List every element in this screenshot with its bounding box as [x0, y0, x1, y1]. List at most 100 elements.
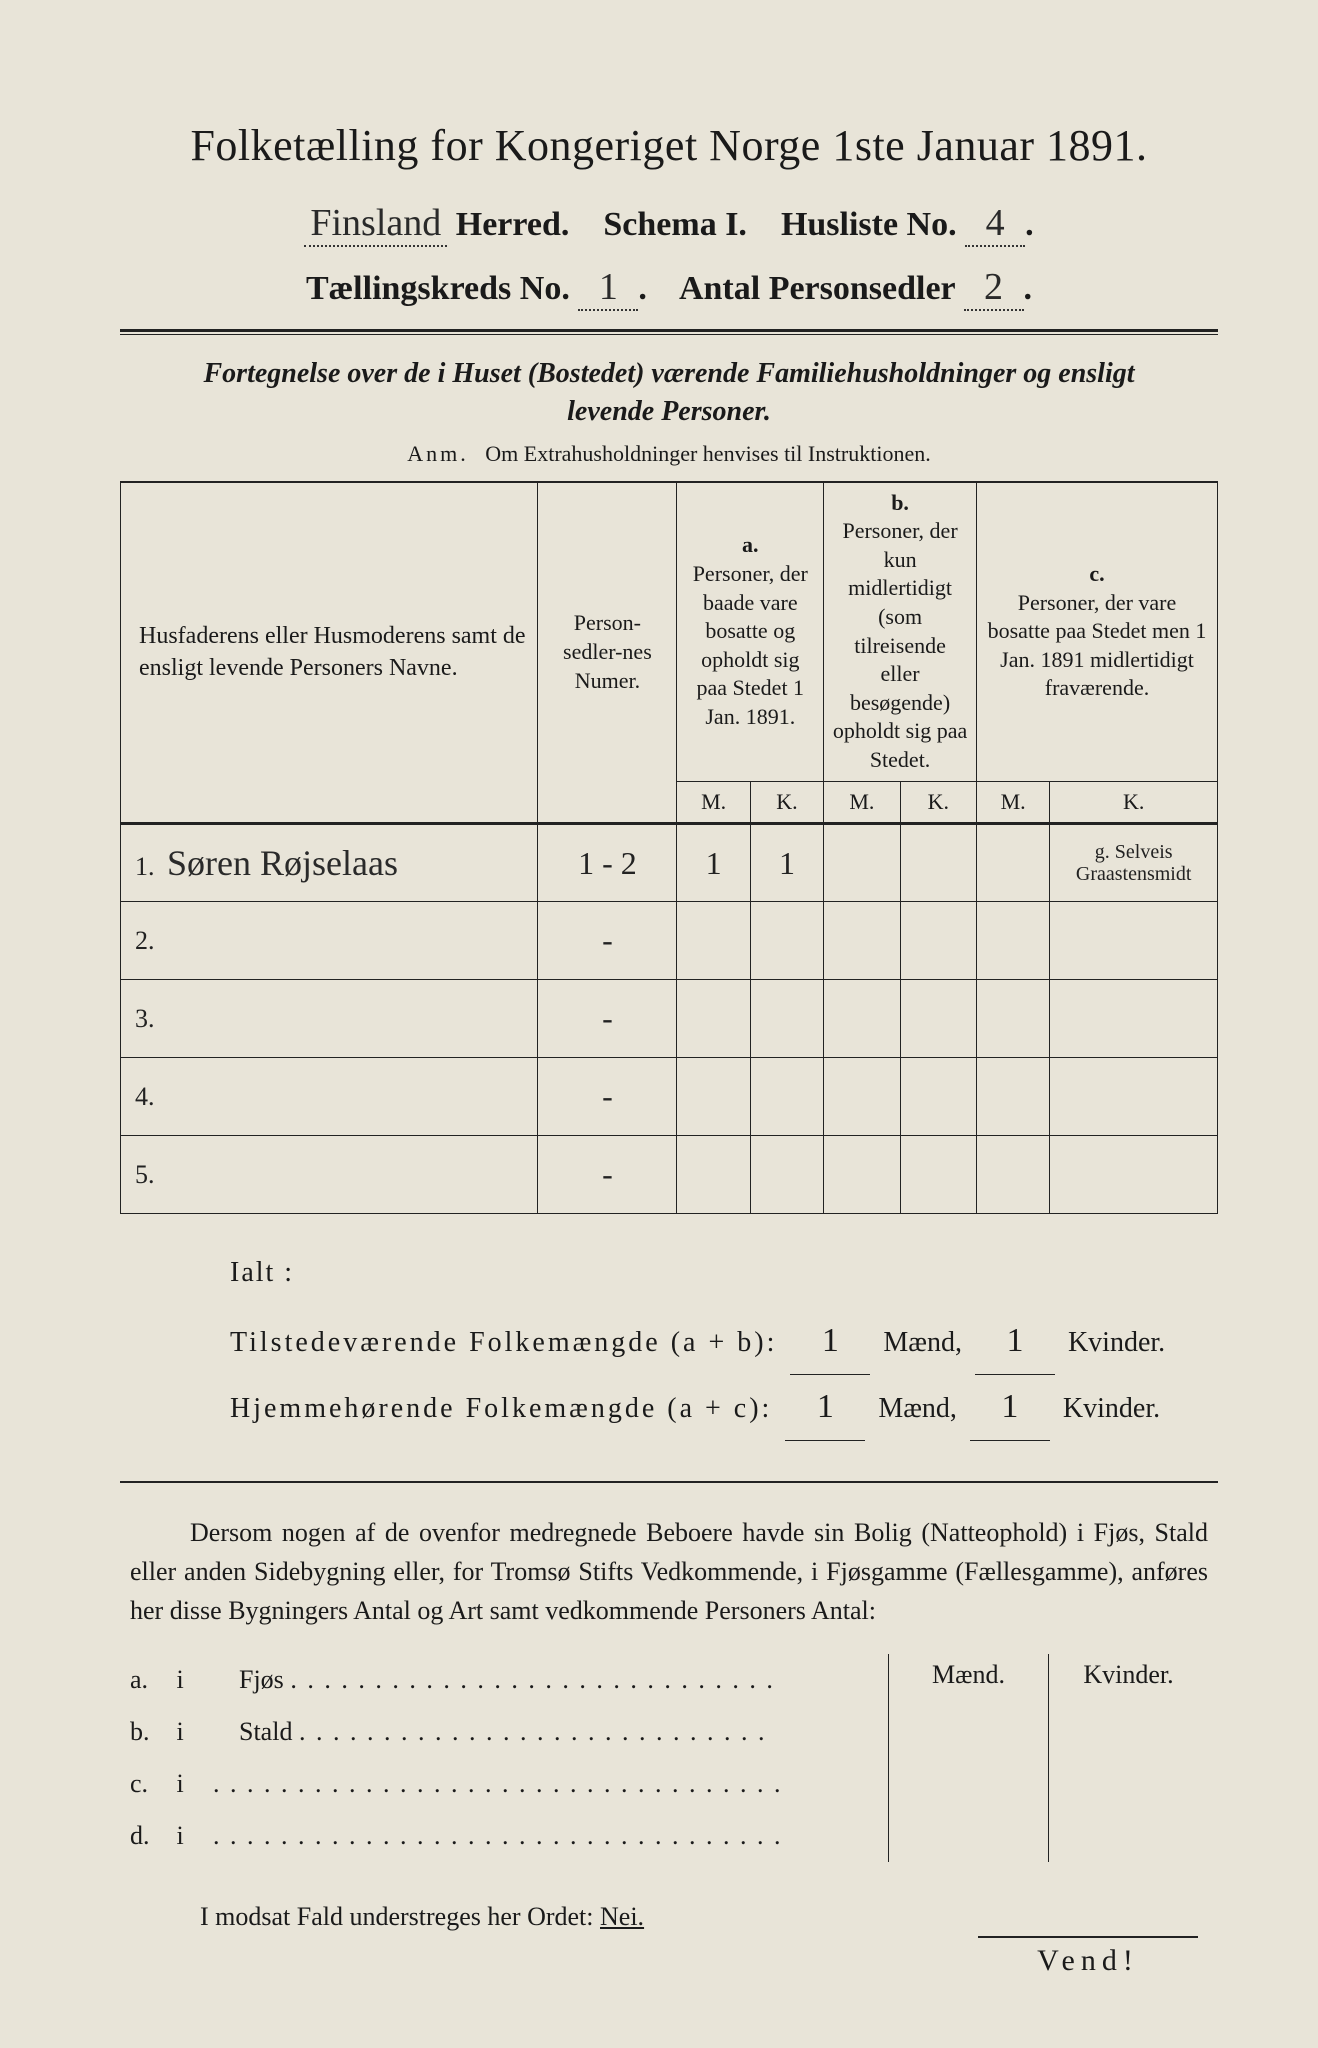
- vend-label: Vend!: [978, 1936, 1198, 1978]
- ialt-label: Ialt :: [230, 1246, 1218, 1299]
- cell-ak: 1: [750, 824, 823, 902]
- totals-l1-k: 1: [975, 1309, 1055, 1375]
- col-names-text: Husfaderens eller Husmoderens samt de en…: [139, 623, 526, 681]
- anm-text: Om Extrahusholdninger henvises til Instr…: [485, 441, 930, 466]
- cell-num: 5.: [121, 1136, 538, 1214]
- dots: . . . . . . . . . . . . . . . . . . . . …: [299, 1717, 767, 1746]
- col-a-m: M.: [677, 781, 750, 824]
- cell-bm: [824, 902, 900, 980]
- cell-ck: [1050, 980, 1218, 1058]
- building-paragraph-text: Dersom nogen af de ovenfor medregnede Be…: [130, 1518, 1208, 1625]
- cell-num: 2.: [121, 902, 538, 980]
- col-b-m: M.: [824, 781, 900, 824]
- cell-am: [677, 980, 750, 1058]
- bldg-kvinder-label: Kvinder.: [1049, 1654, 1208, 1696]
- antal-value: 2: [964, 265, 1024, 311]
- bldg-key: c.: [130, 1758, 170, 1810]
- cell-numer: -: [538, 902, 677, 980]
- cell-num: 3.: [121, 980, 538, 1058]
- cell-numer: -: [538, 1058, 677, 1136]
- cell-cm: [976, 980, 1049, 1058]
- table-row: 4. -: [121, 1058, 1218, 1136]
- cell-num: 1. Søren Røjselaas: [121, 824, 538, 902]
- cell-bm: [824, 1058, 900, 1136]
- totals-block: Ialt : Tilstedeværende Folkemængde (a + …: [230, 1246, 1218, 1440]
- cell-ck: [1050, 1136, 1218, 1214]
- cell-bk: [900, 1136, 976, 1214]
- cell-ck: [1050, 1058, 1218, 1136]
- totals-row-2: Hjemmehørende Folkemængde (a + c): 1 Mæn…: [230, 1375, 1218, 1441]
- cell-numer: -: [538, 980, 677, 1058]
- cell-ak: [750, 1058, 823, 1136]
- col-a-text: Personer, der baade vare bosatte og opho…: [693, 561, 808, 729]
- bldg-row-d: d. i . . . . . . . . . . . . . . . . . .…: [130, 1810, 888, 1862]
- divider-single: [120, 1481, 1218, 1483]
- husliste-label: Husliste No.: [781, 206, 957, 243]
- totals-l2-label: Hjemmehørende Folkemængde (a + c):: [230, 1382, 772, 1435]
- col-b-k: K.: [900, 781, 976, 824]
- row-name: Søren Røjselaas: [167, 843, 398, 883]
- kreds-value: 1: [578, 265, 638, 311]
- divider-double: [120, 329, 1218, 335]
- bldg-i: i: [177, 1706, 207, 1758]
- census-form-page: Folketælling for Kongeriget Norge 1ste J…: [0, 0, 1318, 2048]
- herred-value: Finsland: [304, 201, 447, 247]
- bldg-row-b: b. i Stald . . . . . . . . . . . . . . .…: [130, 1706, 888, 1758]
- col-c: c. Personer, der vare bosatte paa Stedet…: [976, 482, 1217, 781]
- schema-label: Schema I.: [603, 206, 747, 243]
- col-a-letter: a.: [742, 532, 759, 557]
- table-row: 5. -: [121, 1136, 1218, 1214]
- cell-bm: [824, 824, 900, 902]
- building-rows: a. i Fjøs . . . . . . . . . . . . . . . …: [130, 1654, 888, 1862]
- kvinder-label: Kvinder.: [1068, 1327, 1165, 1358]
- cell-numer: 1 - 2: [538, 824, 677, 902]
- bldg-i: i: [177, 1758, 207, 1810]
- bldg-key: d.: [130, 1810, 170, 1862]
- totals-l1-m: 1: [790, 1309, 870, 1375]
- maend-label: Mænd,: [883, 1327, 962, 1358]
- cell-bk: [900, 1058, 976, 1136]
- building-paragraph: Dersom nogen af de ovenfor medregnede Be…: [130, 1513, 1208, 1630]
- col-c-k: K.: [1050, 781, 1218, 824]
- totals-l2-k: 1: [970, 1375, 1050, 1441]
- building-mk-cols: Mænd. Kvinder.: [888, 1654, 1208, 1862]
- bldg-label: Fjøs: [239, 1665, 284, 1694]
- cell-bk: [900, 824, 976, 902]
- page-title: Folketælling for Kongeriget Norge 1ste J…: [120, 120, 1218, 171]
- cell-cm: [976, 1058, 1049, 1136]
- col-numer: Person-sedler-nes Numer.: [538, 482, 677, 824]
- anm-label: Anm.: [407, 441, 469, 466]
- bldg-maend-label: Mænd.: [889, 1654, 1048, 1696]
- bldg-key: b.: [130, 1706, 170, 1758]
- cell-ck: [1050, 902, 1218, 980]
- col-names: Husfaderens eller Husmoderens samt de en…: [121, 482, 538, 824]
- totals-row-1: Tilstedeværende Folkemængde (a + b): 1 M…: [230, 1309, 1218, 1375]
- col-a: a. Personer, der baade vare bosatte og o…: [677, 482, 824, 781]
- totals-l2-m: 1: [785, 1375, 865, 1441]
- bldg-key: a.: [130, 1654, 170, 1706]
- maend-label: Mænd,: [878, 1393, 957, 1424]
- cell-am: [677, 1058, 750, 1136]
- col-b: b. Personer, der kun midlertidigt (som t…: [824, 482, 977, 781]
- meta-line-1: Finsland Herred. Schema I. Husliste No. …: [120, 201, 1218, 247]
- dots: . . . . . . . . . . . . . . . . . . . . …: [213, 1769, 783, 1798]
- cell-cm: [976, 824, 1049, 902]
- cell-am: [677, 1136, 750, 1214]
- cell-ak: [750, 1136, 823, 1214]
- bldg-col-kvinder: Kvinder.: [1048, 1654, 1208, 1862]
- herred-label: Herred.: [456, 206, 570, 243]
- cell-numer: -: [538, 1136, 677, 1214]
- cell-ak: [750, 980, 823, 1058]
- anm-line: Anm. Om Extrahusholdninger henvises til …: [120, 441, 1218, 467]
- cell-bm: [824, 1136, 900, 1214]
- table-row: 3. -: [121, 980, 1218, 1058]
- building-block: a. i Fjøs . . . . . . . . . . . . . . . …: [130, 1654, 1208, 1862]
- col-b-letter: b.: [891, 490, 909, 515]
- nei-line: I modsat Fald understreges her Ordet: Ne…: [200, 1902, 1208, 1932]
- subtitle: Fortegnelse over de i Huset (Bostedet) v…: [160, 355, 1178, 431]
- cell-num: 4.: [121, 1058, 538, 1136]
- cell-ck: g. Selveis Graastensmidt: [1050, 824, 1218, 902]
- kvinder-label: Kvinder.: [1063, 1393, 1160, 1424]
- cell-ak: [750, 902, 823, 980]
- nei-word: Nei.: [600, 1902, 644, 1931]
